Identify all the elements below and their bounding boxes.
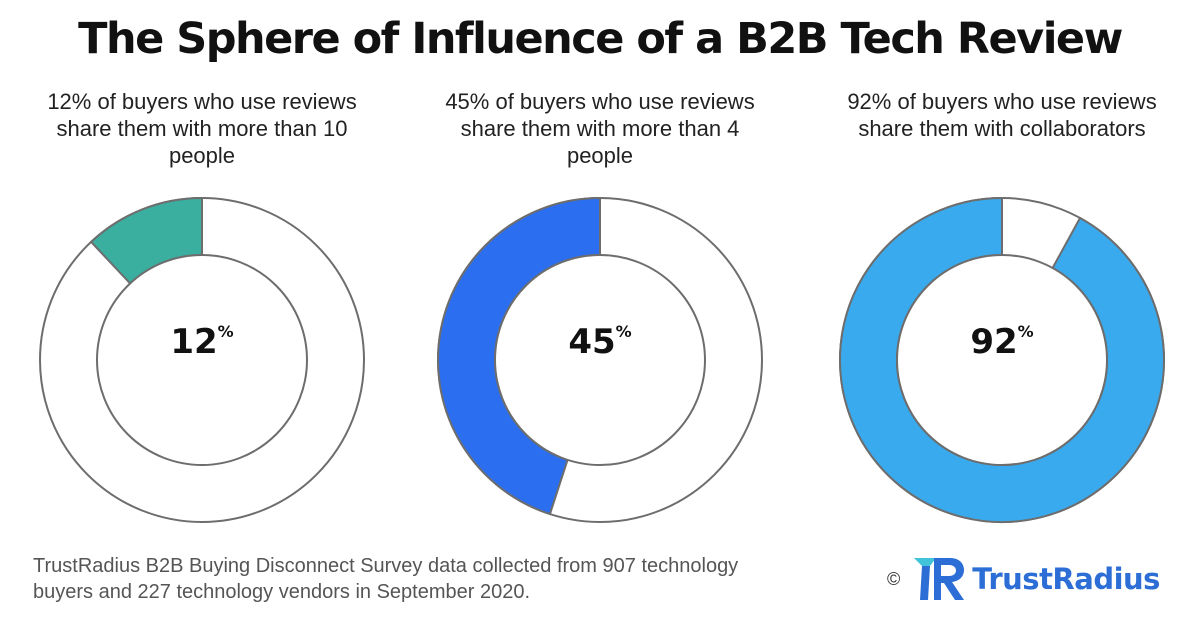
- donut-center-value: 92%: [970, 321, 1034, 362]
- donut-caption: 12% of buyers who use reviews share them…: [47, 89, 357, 168]
- trustradius-logo-icon: [914, 558, 965, 600]
- donut-svg: [39, 196, 365, 523]
- source-footnote: TrustRadius B2B Buying Disconnect Survey…: [33, 555, 739, 603]
- donut-inner-ring: [96, 254, 308, 466]
- donut-chart-1: 12% of buyers who use reviews share them…: [32, 88, 372, 523]
- copyright-symbol: ©: [887, 568, 901, 589]
- donut-center-value: 45%: [568, 321, 632, 362]
- donut-center-value: 12%: [170, 321, 234, 362]
- donut-svg: [839, 196, 1165, 523]
- brand-name: TrustRadius: [972, 562, 1160, 596]
- donut-chart-2: 45% of buyers who use reviews share them…: [430, 88, 770, 523]
- brand-block: © TrustRadius: [887, 556, 1160, 602]
- donut-chart-3: 92% of buyers who use reviews share them…: [832, 88, 1172, 523]
- donut-inner-ring: [896, 254, 1108, 466]
- chart-title: The Sphere of Influence of a B2B Tech Re…: [78, 14, 1123, 64]
- donut-inner-ring: [494, 254, 706, 466]
- donut-svg: [437, 196, 763, 523]
- donut-caption: 45% of buyers who use reviews share them…: [445, 89, 755, 168]
- donut-caption: 92% of buyers who use reviews share them…: [847, 89, 1157, 141]
